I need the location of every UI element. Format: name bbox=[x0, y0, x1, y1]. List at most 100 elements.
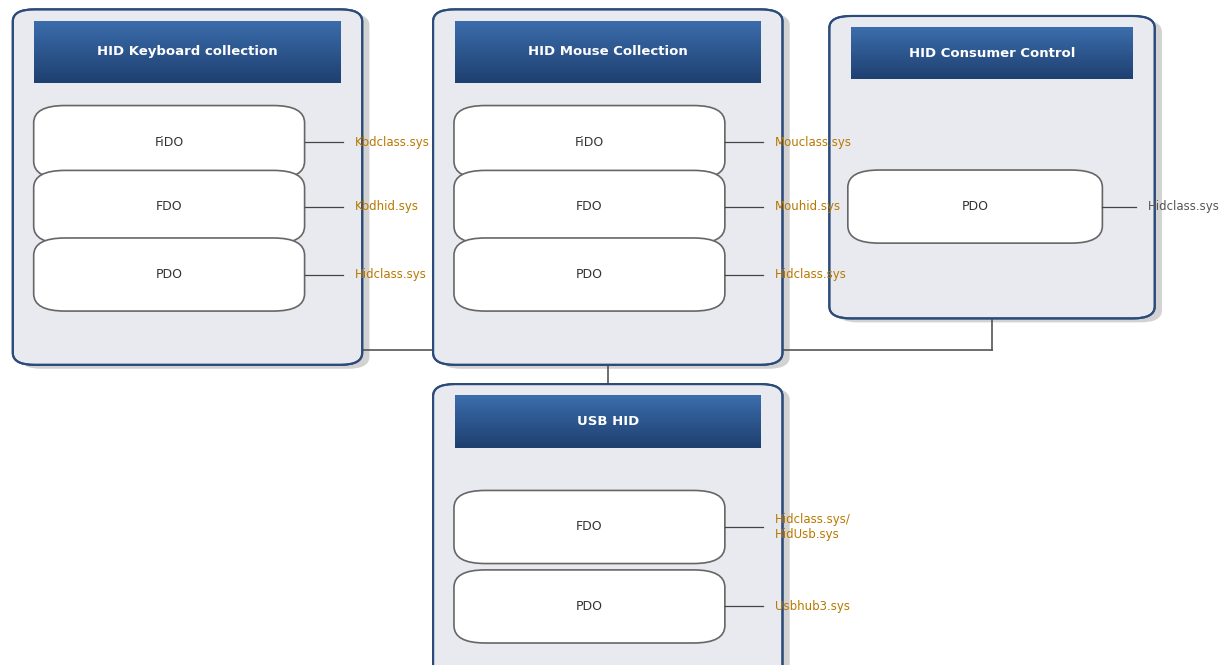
Bar bbox=[34, 39, 340, 42]
Bar bbox=[455, 435, 761, 438]
Bar bbox=[455, 70, 761, 73]
FancyBboxPatch shape bbox=[440, 13, 790, 369]
Text: Hidclass.sys: Hidclass.sys bbox=[775, 268, 848, 281]
Bar bbox=[851, 46, 1133, 49]
Bar bbox=[851, 55, 1133, 57]
Bar bbox=[34, 21, 340, 23]
Bar bbox=[455, 51, 761, 54]
FancyBboxPatch shape bbox=[453, 570, 724, 643]
Bar bbox=[851, 41, 1133, 43]
Bar bbox=[455, 37, 761, 40]
Bar bbox=[455, 421, 761, 424]
Text: HID Consumer Control: HID Consumer Control bbox=[909, 47, 1076, 60]
Bar bbox=[455, 430, 761, 432]
Bar bbox=[34, 23, 340, 25]
Bar bbox=[455, 437, 761, 439]
FancyBboxPatch shape bbox=[848, 170, 1103, 243]
Bar bbox=[455, 396, 761, 398]
Text: Hidclass.sys/: Hidclass.sys/ bbox=[775, 513, 851, 525]
Bar bbox=[455, 404, 761, 406]
Bar bbox=[851, 75, 1133, 78]
Text: FDO: FDO bbox=[577, 200, 602, 214]
Bar bbox=[455, 442, 761, 444]
Bar bbox=[455, 426, 761, 429]
FancyBboxPatch shape bbox=[453, 170, 724, 244]
Bar bbox=[34, 37, 340, 40]
Bar bbox=[455, 74, 761, 77]
Bar bbox=[851, 48, 1133, 50]
Bar bbox=[455, 412, 761, 415]
Text: Hidclass.sys: Hidclass.sys bbox=[355, 268, 428, 281]
Bar bbox=[34, 61, 340, 64]
Bar bbox=[851, 51, 1133, 54]
Bar bbox=[34, 63, 340, 67]
Bar bbox=[455, 420, 761, 422]
FancyBboxPatch shape bbox=[20, 13, 370, 369]
Bar bbox=[455, 80, 761, 83]
FancyBboxPatch shape bbox=[12, 9, 362, 365]
Bar bbox=[455, 39, 761, 42]
Text: Kbdhid.sys: Kbdhid.sys bbox=[355, 200, 419, 214]
Bar bbox=[34, 78, 340, 81]
Bar bbox=[455, 445, 761, 448]
Bar bbox=[455, 49, 761, 52]
Bar bbox=[455, 68, 761, 71]
Bar bbox=[455, 31, 761, 33]
Bar bbox=[455, 406, 761, 408]
Bar bbox=[455, 399, 761, 401]
FancyBboxPatch shape bbox=[33, 170, 304, 244]
FancyBboxPatch shape bbox=[829, 16, 1154, 318]
Text: FiDO: FiDO bbox=[154, 136, 184, 149]
Bar bbox=[34, 80, 340, 83]
Bar bbox=[455, 402, 761, 404]
Bar bbox=[455, 47, 761, 50]
Bar bbox=[455, 416, 761, 418]
Text: Usbhub3.sys: Usbhub3.sys bbox=[775, 600, 850, 613]
Bar bbox=[851, 49, 1133, 52]
Bar bbox=[34, 66, 340, 69]
Bar bbox=[455, 72, 761, 75]
Bar bbox=[851, 27, 1133, 29]
Bar bbox=[851, 58, 1133, 61]
FancyBboxPatch shape bbox=[434, 384, 782, 666]
Bar bbox=[34, 72, 340, 75]
Bar bbox=[455, 23, 761, 25]
Bar bbox=[851, 37, 1133, 40]
Bar bbox=[851, 63, 1133, 66]
Bar bbox=[455, 45, 761, 48]
Bar bbox=[851, 31, 1133, 33]
Bar bbox=[455, 29, 761, 31]
Text: Kbdclass.sys: Kbdclass.sys bbox=[355, 136, 430, 149]
FancyBboxPatch shape bbox=[453, 105, 724, 178]
Bar bbox=[455, 25, 761, 27]
Bar bbox=[455, 400, 761, 403]
Bar bbox=[455, 43, 761, 46]
Bar bbox=[851, 67, 1133, 69]
Bar bbox=[455, 57, 761, 60]
Bar bbox=[34, 33, 340, 35]
Text: PDO: PDO bbox=[155, 268, 182, 281]
Bar bbox=[851, 77, 1133, 79]
Bar bbox=[851, 53, 1133, 55]
Bar bbox=[34, 51, 340, 54]
Bar bbox=[34, 45, 340, 48]
Bar bbox=[455, 35, 761, 38]
FancyBboxPatch shape bbox=[453, 490, 724, 563]
FancyBboxPatch shape bbox=[440, 388, 790, 666]
Bar bbox=[34, 29, 340, 31]
Bar bbox=[455, 432, 761, 434]
Bar bbox=[34, 53, 340, 56]
Bar bbox=[455, 408, 761, 410]
Bar bbox=[455, 424, 761, 427]
Bar bbox=[851, 29, 1133, 31]
Bar bbox=[851, 72, 1133, 75]
Bar bbox=[851, 65, 1133, 67]
Bar bbox=[34, 27, 340, 29]
Bar bbox=[455, 59, 761, 62]
Text: FDO: FDO bbox=[577, 521, 602, 533]
Bar bbox=[851, 34, 1133, 37]
Bar bbox=[851, 33, 1133, 35]
Bar bbox=[851, 70, 1133, 73]
Text: PDO: PDO bbox=[962, 200, 988, 213]
Bar bbox=[455, 55, 761, 58]
